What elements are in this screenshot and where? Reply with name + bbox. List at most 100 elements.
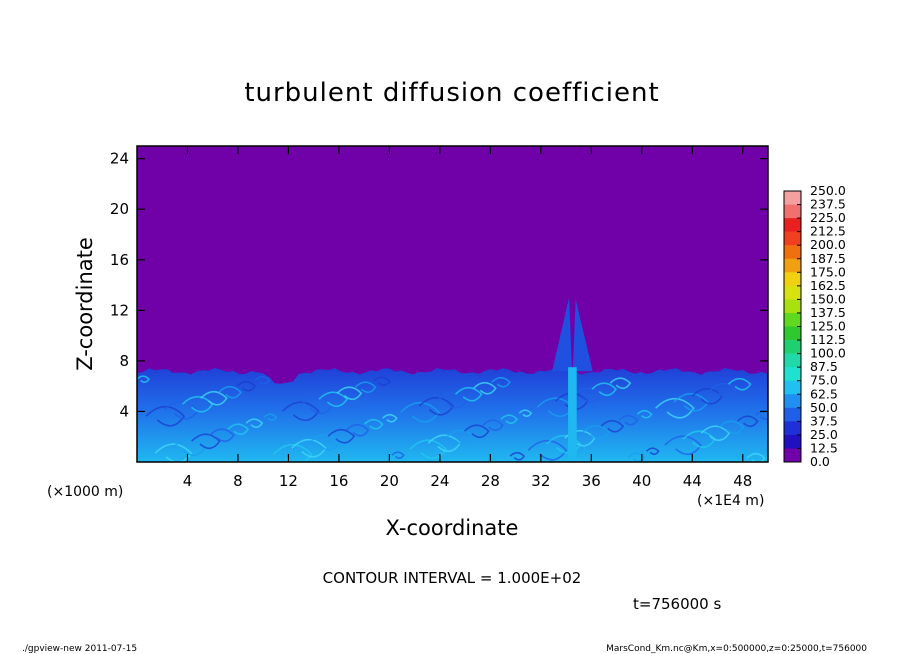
turbulent-eddies <box>137 375 768 462</box>
y-tick-label: 12 <box>110 301 129 319</box>
eddy-streak <box>272 443 313 462</box>
colorbar-label: 187.5 <box>810 251 846 266</box>
y-tick-label: 8 <box>119 352 129 370</box>
colorbar-swatch <box>784 272 801 287</box>
colorbar-label: 212.5 <box>810 224 846 239</box>
colorbar-label: 150.0 <box>810 291 846 306</box>
y-axis-ticks: 4 8 12 16 20 24 <box>110 150 768 420</box>
colorbar-swatch <box>784 367 801 381</box>
eddy-streak <box>700 425 731 442</box>
colorbar-swatch <box>784 380 801 395</box>
eddy-streak <box>191 433 221 450</box>
colorbar-label: 75.0 <box>810 373 838 388</box>
eddy-streak <box>518 409 533 417</box>
eddy-streak <box>137 375 151 383</box>
x-axis-ticks: 4 8 12 16 20 24 28 32 36 40 44 48 <box>183 146 752 490</box>
y-tick-label: 16 <box>110 251 129 269</box>
colorbar-swatch <box>784 421 801 436</box>
eddy-streak <box>582 424 610 440</box>
eddy-streak <box>245 418 264 429</box>
eddy-streak <box>409 439 448 460</box>
colorbar-label: 225.0 <box>810 210 846 225</box>
eddy-streak <box>282 401 320 422</box>
colorbar-swatch <box>784 326 801 341</box>
colorbar-swatch <box>784 394 801 409</box>
eddy-streak <box>727 377 752 391</box>
x-unit-right: (×1E4 m) <box>697 493 764 509</box>
eddy-streak <box>200 390 228 406</box>
colorbar-swatch <box>784 231 801 246</box>
time-label: t=756000 s <box>633 595 721 613</box>
eddy-streak <box>500 414 519 425</box>
eddy-streak <box>737 415 759 427</box>
y-tick-label: 24 <box>110 150 129 168</box>
eddy-streak <box>573 387 603 404</box>
eddy-streak <box>163 400 200 420</box>
colorbar-label: 250.0 <box>810 183 846 198</box>
colorbar-swatch <box>784 312 801 327</box>
colorbar-swatch <box>784 434 801 449</box>
x-tick-label: 4 <box>183 472 193 490</box>
colorbar-label: 25.0 <box>810 427 838 442</box>
colorbar-swatch <box>784 299 801 314</box>
x-tick-label: 32 <box>531 472 550 490</box>
x-tick-label: 36 <box>582 472 601 490</box>
colorbar-swatch <box>784 340 801 354</box>
colorbar-swatch <box>784 285 801 300</box>
eddy-streak <box>418 396 455 416</box>
eddy-streak <box>655 397 695 419</box>
eddy-streak <box>445 429 476 446</box>
eddy-streak <box>336 386 363 400</box>
y-axis-label: Z-coordinate <box>73 237 97 371</box>
colorbar-label: 12.5 <box>810 440 838 455</box>
chart-title: turbulent diffusion coefficient <box>244 78 659 108</box>
eddy-streak <box>391 451 405 459</box>
eddy-streak <box>673 392 709 412</box>
eddy-streak <box>509 451 526 461</box>
eddy-streak <box>609 377 632 389</box>
colorbar-label: 137.5 <box>810 305 846 320</box>
y-tick-label: 20 <box>110 200 129 218</box>
eddy-streak <box>327 428 356 444</box>
contour-interval-label: CONTOUR INTERVAL = 1.000E+02 <box>323 569 582 587</box>
x-axis-label: X-coordinate <box>386 516 519 540</box>
eddy-streak <box>718 420 745 434</box>
eddy-streak <box>482 419 504 431</box>
eddy-streak <box>263 413 278 421</box>
colorbar-label: 37.5 <box>810 413 838 428</box>
boundary-layer-region <box>137 367 768 462</box>
eddy-streak <box>491 376 511 388</box>
x-tick-label: 12 <box>279 472 298 490</box>
eddy-streak <box>636 409 653 419</box>
colorbar-label: 50.0 <box>810 400 838 415</box>
colorbar-label: 162.5 <box>810 278 846 293</box>
eddy-streak <box>591 382 618 396</box>
colorbar-swatch <box>784 258 801 273</box>
colorbar-swatch <box>784 353 801 368</box>
eddy-streak <box>545 434 582 454</box>
eddy-streak <box>354 381 377 393</box>
footer-right: MarsCond_Km.nc@Km,x=0:500000,z=0:25000,t… <box>606 644 867 654</box>
x-tick-label: 40 <box>632 472 651 490</box>
colorbar-label: 87.5 <box>810 359 838 374</box>
colorbar-swatch <box>784 407 801 422</box>
plume-right-spike <box>572 299 593 372</box>
plot-frame <box>136 145 769 463</box>
colorbar-labels: 250.0237.5225.0212.5200.0187.5175.0162.5… <box>797 183 846 469</box>
colorbar-label: 112.5 <box>810 332 846 347</box>
colorbar-label: 125.0 <box>810 319 846 334</box>
eddy-streak <box>527 439 568 461</box>
colorbar-swatch <box>784 218 801 232</box>
eddy-streak <box>345 423 370 437</box>
eddy-streak <box>600 419 625 433</box>
eddy-streak <box>618 414 639 426</box>
eddy-streak <box>236 380 257 392</box>
colorbar-swatch <box>784 448 801 463</box>
colorbar-label: 200.0 <box>810 237 846 252</box>
eddy-streak <box>291 438 327 458</box>
x-tick-label: 44 <box>683 472 702 490</box>
plot-area <box>137 146 768 462</box>
colorbar-label: 237.5 <box>810 197 846 212</box>
x-tick-label: 24 <box>430 472 449 490</box>
